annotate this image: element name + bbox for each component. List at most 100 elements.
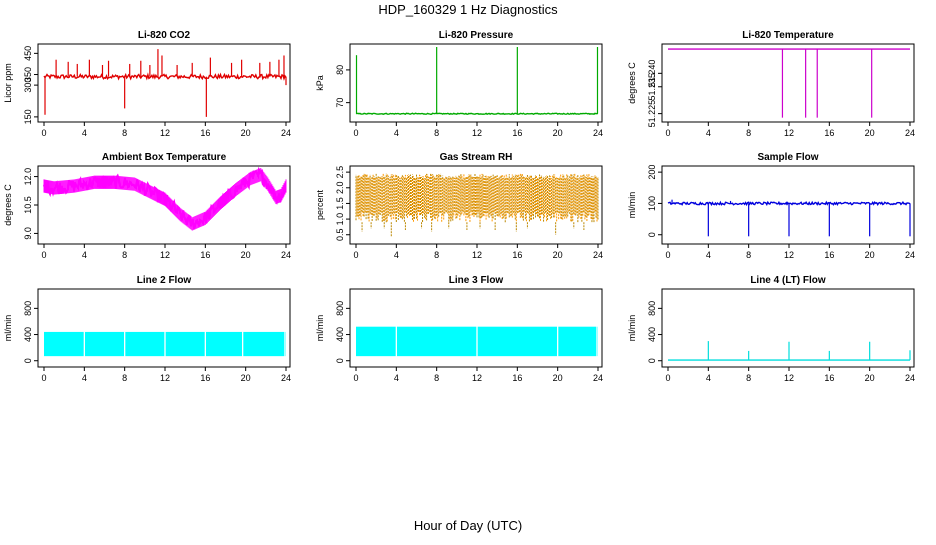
- x-tick-label: 8: [122, 373, 127, 383]
- plot-frame: [661, 288, 915, 368]
- x-tick-label: 20: [553, 250, 563, 260]
- x-tick-label: 12: [784, 250, 794, 260]
- panel-title: Line 2 Flow: [137, 275, 192, 286]
- x-tick-label: 24: [593, 373, 603, 383]
- y-tick-label: 400: [647, 327, 657, 342]
- x-tick-label: 8: [746, 250, 751, 260]
- x-tick-label: 8: [434, 128, 439, 138]
- x-tick-label: 8: [434, 250, 439, 260]
- panel-9: Line 4 (LT) Flow 0 4 8 12 16 20 24 0 400 800 ml/min: [627, 275, 915, 383]
- x-tick-label: 4: [394, 373, 399, 383]
- panel-4: Ambient Box Temperature 0 4 8 12 16 20 24 9.0 10.…: [3, 152, 291, 260]
- x-tick-label: 0: [665, 250, 670, 260]
- x-tick-label: 16: [200, 250, 210, 260]
- data-series: [355, 47, 599, 116]
- y-tick-label: 1.5: [335, 197, 345, 210]
- data-series: [43, 49, 287, 117]
- x-tick-label: 4: [706, 250, 711, 260]
- x-tick-label: 8: [746, 128, 751, 138]
- y-axis-label: kPa: [315, 75, 325, 91]
- y-axis-label: degrees C: [627, 62, 637, 104]
- x-tick-label: 0: [665, 373, 670, 383]
- y-tick-label: 350: [23, 67, 33, 82]
- x-tick-label: 8: [746, 373, 751, 383]
- figure-title: HDP_160329 1 Hz Diagnostics: [378, 2, 558, 17]
- x-tick-label: 8: [434, 373, 439, 383]
- x-tick-label: 0: [353, 250, 358, 260]
- x-tick-label: 12: [160, 373, 170, 383]
- x-tick-label: 12: [784, 128, 794, 138]
- x-tick-label: 24: [281, 128, 291, 138]
- x-tick-label: 12: [472, 128, 482, 138]
- panel-2: Li-820 Pressure 0 4 8 12 16 20 24 70 80 kPa: [315, 30, 603, 138]
- panel-title: Gas Stream RH: [440, 152, 513, 163]
- x-tick-label: 24: [281, 250, 291, 260]
- x-tick-label: 4: [394, 128, 399, 138]
- y-tick-label: 0: [23, 358, 33, 363]
- x-tick-label: 16: [824, 250, 834, 260]
- x-tick-label: 24: [905, 250, 915, 260]
- x-tick-label: 16: [512, 250, 522, 260]
- panel-title: Line 3 Flow: [449, 275, 504, 286]
- y-tick-label: 150: [23, 109, 33, 124]
- x-tick-label: 12: [784, 373, 794, 383]
- x-tick-label: 4: [706, 373, 711, 383]
- y-tick-label: 10.5: [23, 196, 33, 214]
- x-tick-label: 16: [512, 373, 522, 383]
- x-tick-label: 16: [200, 373, 210, 383]
- y-tick-label: 100: [647, 196, 657, 211]
- x-tick-label: 4: [706, 128, 711, 138]
- plot-frame: [661, 165, 915, 245]
- x-tick-label: 4: [394, 250, 399, 260]
- y-tick-label: 70: [335, 98, 345, 108]
- x-tick-label: 20: [865, 373, 875, 383]
- y-axis-label: degrees C: [3, 184, 13, 226]
- plot-frame: [37, 43, 291, 123]
- y-tick-label: 2.5: [335, 166, 345, 179]
- x-tick-label: 20: [865, 250, 875, 260]
- panel-title: Line 4 (LT) Flow: [750, 275, 826, 286]
- panel-6: Sample Flow 0 4 8 12 16 20 24 0 100 200 ml/min: [627, 152, 915, 260]
- y-axis-label: ml/min: [3, 315, 13, 342]
- x-tick-label: 0: [353, 128, 358, 138]
- x-tick-label: 4: [82, 128, 87, 138]
- x-tick-label: 0: [41, 373, 46, 383]
- x-tick-label: 8: [122, 250, 127, 260]
- x-tick-label: 20: [865, 128, 875, 138]
- y-axis-label: ml/min: [627, 192, 637, 219]
- y-tick-label: 2.0: [335, 182, 345, 195]
- y-tick-label: 800: [647, 301, 657, 316]
- x-tick-label: 24: [905, 373, 915, 383]
- y-tick-label: 300: [23, 78, 33, 93]
- plot-frame: [349, 165, 603, 245]
- data-series: [356, 324, 598, 360]
- y-tick-label: 1.0: [335, 213, 345, 226]
- x-tick-label: 20: [553, 128, 563, 138]
- plot-frame: [661, 43, 915, 123]
- y-tick-label: 9.0: [23, 227, 33, 240]
- data-series: [355, 173, 599, 237]
- x-tick-label: 20: [553, 373, 563, 383]
- y-tick-label: 0: [647, 358, 657, 363]
- y-tick-label: 400: [335, 327, 345, 342]
- y-axis-label: ml/min: [627, 315, 637, 342]
- panel-7: Line 2 Flow 0 4 8 12 16 20 24 0 400 800 ml/min: [3, 275, 291, 383]
- x-tick-label: 20: [241, 373, 251, 383]
- panel-title: Ambient Box Temperature: [102, 152, 227, 163]
- y-tick-label: 800: [23, 301, 33, 316]
- y-tick-label: 200: [647, 165, 657, 180]
- x-tick-label: 12: [472, 250, 482, 260]
- x-tick-label: 20: [241, 250, 251, 260]
- panel-title: Li-820 Pressure: [439, 30, 514, 41]
- x-tick-label: 0: [665, 128, 670, 138]
- y-tick-label: 400: [23, 327, 33, 342]
- x-tick-label: 20: [241, 128, 251, 138]
- x-tick-label: 16: [824, 128, 834, 138]
- x-tick-label: 12: [160, 128, 170, 138]
- plot-frame: [349, 288, 603, 368]
- x-tick-label: 16: [512, 128, 522, 138]
- y-tick-label: 51.225: [647, 100, 657, 128]
- x-tick-label: 0: [41, 128, 46, 138]
